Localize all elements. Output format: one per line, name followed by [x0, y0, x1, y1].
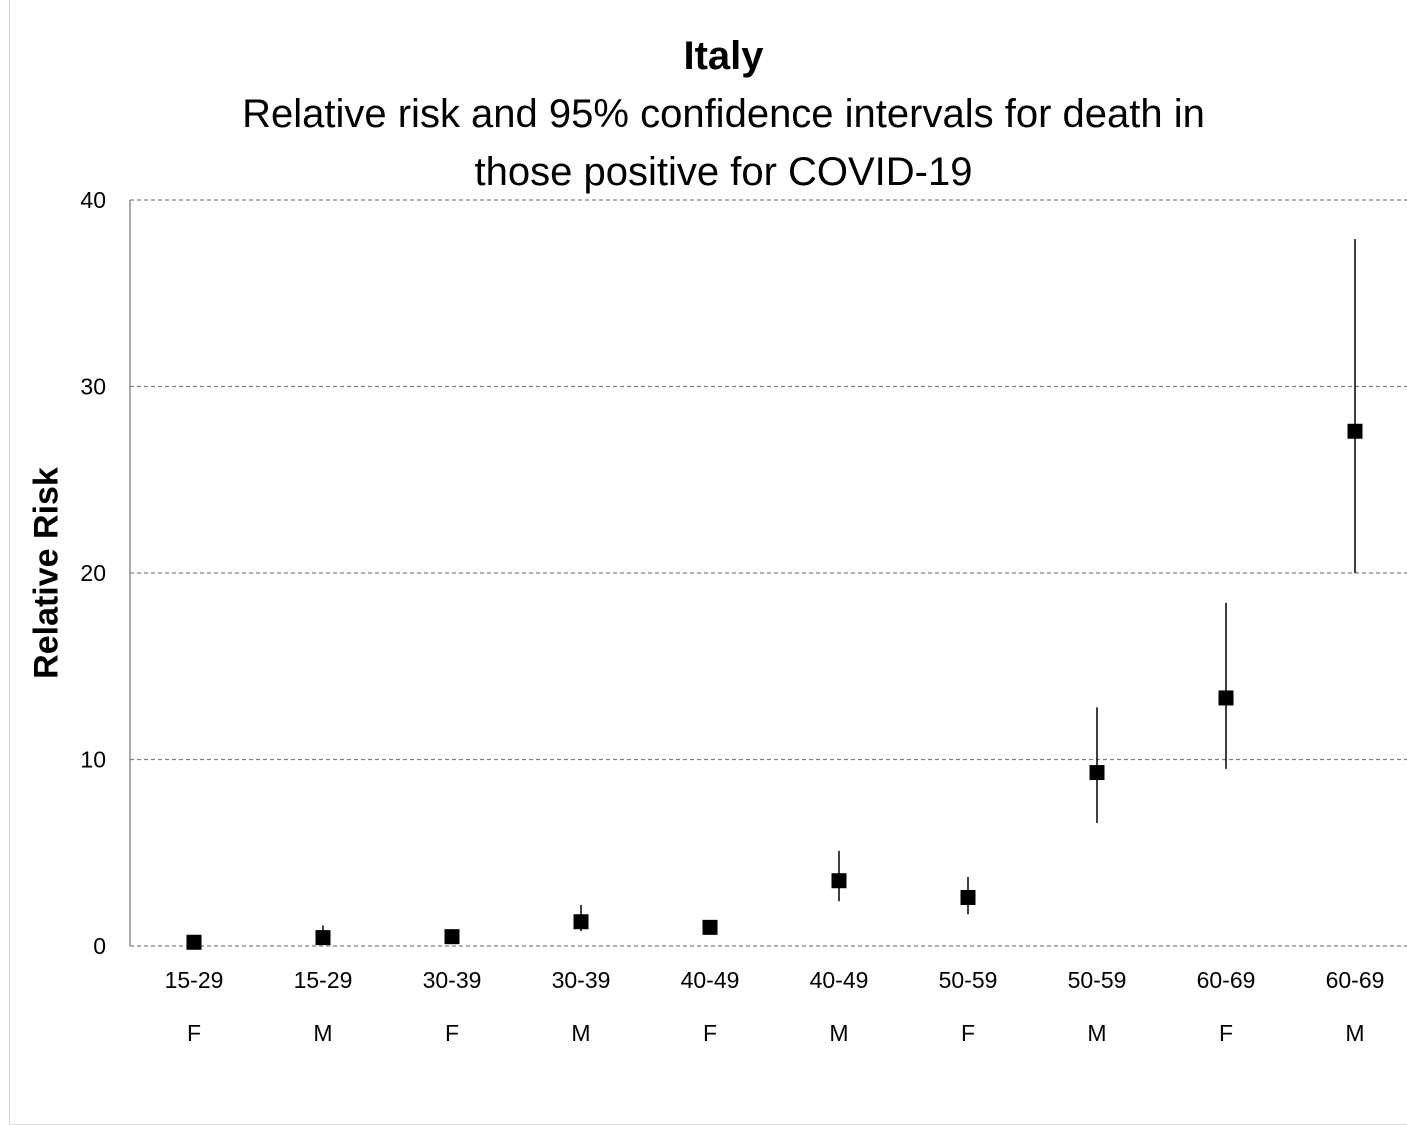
data-point-0: [186, 934, 202, 950]
x-tick-label-sex-7: M: [1087, 1020, 1106, 1046]
data-point-9: [1347, 423, 1363, 439]
chart-title: Italy: [683, 34, 764, 78]
y-tick-label-30: 30: [80, 374, 106, 400]
data-point-2: [444, 929, 460, 945]
x-tick-label-sex-1: M: [313, 1020, 332, 1046]
x-tick-label-sex-9: M: [1345, 1020, 1364, 1046]
x-tick-label-sex-2: F: [445, 1020, 459, 1046]
chart-subtitle-line-2: those positive for COVID-19: [474, 150, 973, 194]
data-point-8: [1218, 690, 1234, 706]
x-tick-label-age-0: 15-29: [165, 967, 224, 993]
data-point-7: [1089, 765, 1105, 781]
y-tick-label-0: 0: [93, 933, 106, 959]
x-tick-label-sex-5: M: [829, 1020, 848, 1046]
x-tick-label-age-6: 50-59: [939, 967, 998, 993]
x-tick-label-age-7: 50-59: [1068, 967, 1127, 993]
x-tick-label-age-3: 30-39: [552, 967, 611, 993]
x-tick-label-age-8: 60-69: [1197, 967, 1256, 993]
x-tick-label-age-4: 40-49: [681, 967, 740, 993]
x-tick-label-age-1: 15-29: [294, 967, 353, 993]
y-tick-label-20: 20: [80, 560, 106, 586]
data-point-4: [702, 919, 718, 935]
y-tick-label-40: 40: [80, 187, 106, 213]
x-tick-label-age-2: 30-39: [423, 967, 482, 993]
data-point-3: [573, 914, 589, 930]
x-tick-label-sex-3: M: [571, 1020, 590, 1046]
data-point-5: [831, 873, 847, 889]
x-tick-label-sex-4: F: [703, 1020, 717, 1046]
data-point-1: [315, 930, 331, 946]
x-tick-label-sex-6: F: [961, 1020, 975, 1046]
x-tick-label-age-5: 40-49: [810, 967, 869, 993]
y-tick-label-10: 10: [80, 747, 106, 773]
x-tick-label-sex-8: F: [1219, 1020, 1233, 1046]
data-point-6: [960, 890, 976, 906]
x-tick-label-sex-0: F: [187, 1020, 201, 1046]
x-tick-label-age-9: 60-69: [1326, 967, 1385, 993]
chart-subtitle-line-1: Relative risk and 95% confidence interva…: [242, 92, 1205, 136]
